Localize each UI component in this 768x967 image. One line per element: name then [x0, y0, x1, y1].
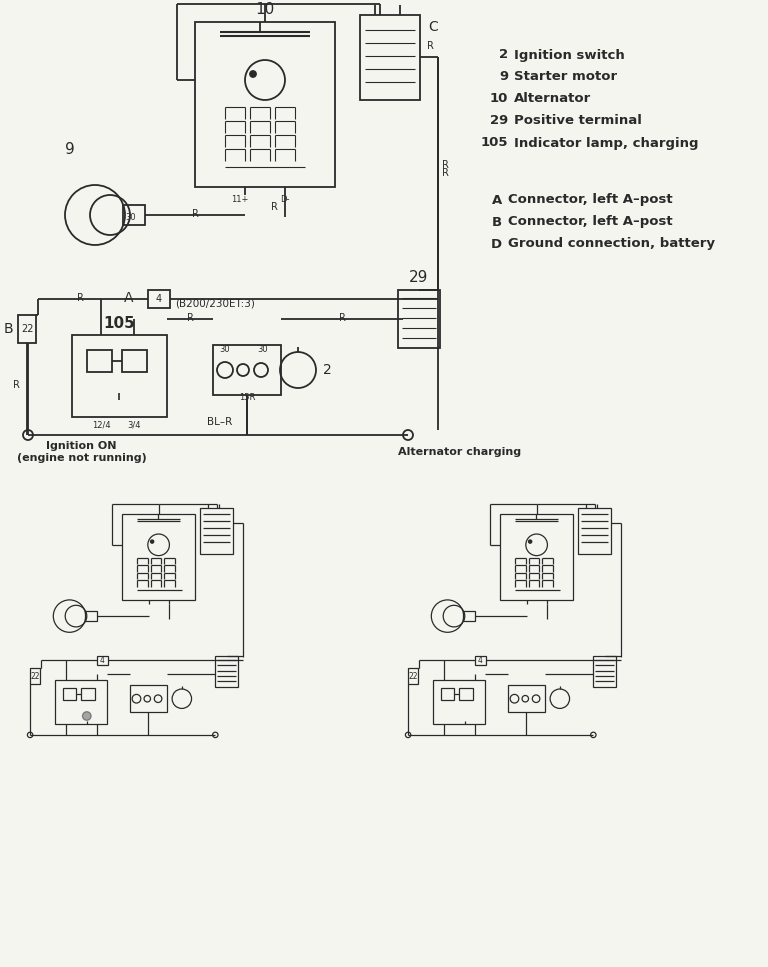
Circle shape — [151, 540, 154, 543]
Bar — [459, 688, 473, 700]
Text: B: B — [3, 322, 13, 336]
Text: 9: 9 — [499, 71, 508, 83]
Text: Ignition switch: Ignition switch — [514, 48, 624, 62]
Text: 3/4: 3/4 — [127, 421, 141, 430]
Bar — [594, 656, 616, 687]
Text: 10: 10 — [256, 3, 275, 17]
Text: 30: 30 — [220, 345, 230, 355]
Text: R: R — [442, 168, 449, 178]
Bar — [122, 350, 147, 372]
Bar — [62, 688, 76, 700]
Bar — [55, 680, 107, 724]
Bar — [123, 205, 145, 225]
Text: 11+: 11+ — [231, 194, 249, 203]
Text: 29: 29 — [490, 114, 508, 128]
Bar — [360, 15, 420, 100]
Text: (B200/230ET:3): (B200/230ET:3) — [175, 299, 255, 309]
Bar — [30, 668, 40, 684]
Text: Positive terminal: Positive terminal — [514, 114, 642, 128]
Bar — [508, 686, 545, 713]
Text: R: R — [442, 160, 449, 170]
Text: R: R — [187, 313, 194, 323]
Text: Ignition ON
(engine not running): Ignition ON (engine not running) — [17, 441, 146, 463]
Text: 15R: 15R — [239, 393, 255, 402]
Bar — [130, 686, 167, 713]
Text: Connector, left A–post: Connector, left A–post — [508, 193, 673, 207]
Text: Alternator charging: Alternator charging — [398, 447, 521, 457]
Text: Indicator lamp, charging: Indicator lamp, charging — [514, 136, 699, 150]
Bar — [500, 513, 573, 600]
Bar — [81, 688, 95, 700]
Bar — [215, 656, 238, 687]
Text: R: R — [12, 380, 19, 390]
Bar — [441, 688, 454, 700]
Text: D: D — [491, 238, 502, 250]
Bar — [97, 656, 108, 665]
Text: R: R — [271, 202, 278, 212]
Text: A: A — [124, 291, 133, 305]
Text: C: C — [428, 20, 438, 34]
Text: BL–R: BL–R — [207, 417, 233, 427]
Text: 4: 4 — [478, 656, 483, 665]
Text: Alternator: Alternator — [514, 93, 591, 105]
Text: 10: 10 — [490, 93, 508, 105]
Bar — [578, 508, 611, 554]
Bar — [398, 290, 440, 348]
Bar — [433, 680, 485, 724]
Text: 30: 30 — [258, 345, 268, 355]
Bar — [87, 350, 112, 372]
Bar — [148, 290, 170, 308]
Text: R: R — [77, 293, 84, 303]
Text: 30: 30 — [126, 213, 136, 221]
Text: 4: 4 — [100, 656, 105, 665]
Text: 2: 2 — [323, 363, 332, 377]
Circle shape — [528, 540, 531, 543]
Bar — [122, 513, 195, 600]
Text: Starter motor: Starter motor — [514, 71, 617, 83]
Bar — [72, 335, 167, 417]
Text: 105: 105 — [481, 136, 508, 150]
Text: 22: 22 — [30, 671, 40, 681]
Text: R: R — [339, 313, 346, 323]
Bar — [18, 315, 36, 343]
Circle shape — [250, 71, 256, 77]
Bar — [475, 656, 486, 665]
Bar — [85, 611, 97, 621]
Text: Connector, left A–post: Connector, left A–post — [508, 216, 673, 228]
Bar — [213, 345, 281, 395]
Text: Ground connection, battery: Ground connection, battery — [508, 238, 715, 250]
Text: A: A — [492, 193, 502, 207]
Text: 29: 29 — [409, 271, 429, 285]
Bar — [195, 22, 335, 187]
Text: 2: 2 — [499, 48, 508, 62]
Text: 12/4: 12/4 — [91, 421, 111, 430]
Circle shape — [82, 712, 91, 720]
Bar — [463, 611, 475, 621]
Text: 22: 22 — [21, 324, 33, 334]
Text: R: R — [426, 41, 433, 51]
Text: D-: D- — [280, 194, 290, 203]
Text: 105: 105 — [103, 315, 135, 331]
Text: 9: 9 — [65, 142, 74, 158]
Bar — [408, 668, 418, 684]
Bar — [200, 508, 233, 554]
Text: R: R — [191, 209, 198, 219]
Text: B: B — [492, 216, 502, 228]
Text: 22: 22 — [409, 671, 418, 681]
Text: 4: 4 — [156, 294, 162, 304]
